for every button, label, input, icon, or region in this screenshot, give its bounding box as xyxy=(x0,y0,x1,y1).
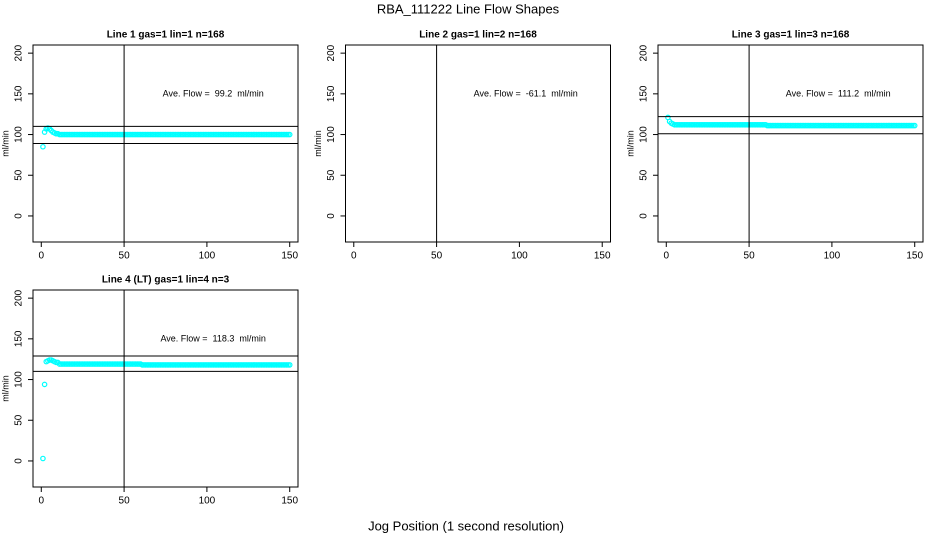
y-tick-label: 50 xyxy=(326,169,337,181)
y-axis-title: ml/min xyxy=(313,130,323,157)
annotation: Ave. Flow = 118.3 ml/min xyxy=(160,334,265,344)
x-tick-label: 0 xyxy=(351,251,357,262)
x-tick-label: 50 xyxy=(431,251,443,262)
data-point xyxy=(40,455,46,462)
plot-frame xyxy=(32,289,299,488)
y-tick-label: 50 xyxy=(639,169,650,181)
y-tick-label: 100 xyxy=(14,371,25,388)
x-tick-label: 50 xyxy=(119,496,131,507)
annotation: Ave. Flow = 111.2 ml/min xyxy=(786,89,891,99)
panel-title: Line 4 (LT) gas=1 lin=4 n=3 xyxy=(102,275,230,286)
figure-title: RBA_111222 Line Flow Shapes xyxy=(377,1,560,16)
y-tick-label: 150 xyxy=(639,85,650,102)
x-tick-label: 50 xyxy=(744,251,756,262)
panel-title: Line 3 gas=1 lin=3 n=168 xyxy=(732,30,850,41)
panel-title: Line 2 gas=1 lin=2 n=168 xyxy=(419,30,537,41)
y-tick-label: 50 xyxy=(14,169,25,181)
annotation: Ave. Flow = 99.2 ml/min xyxy=(163,89,264,99)
y-tick-label: 200 xyxy=(326,44,337,61)
x-tick-label: 100 xyxy=(199,496,216,507)
x-tick-label: 150 xyxy=(281,251,298,262)
y-tick-label: 0 xyxy=(326,213,337,219)
annotation: Ave. Flow = -61.1 ml/min xyxy=(474,89,578,99)
x-tick-label: 0 xyxy=(664,251,670,262)
x-tick-label: 100 xyxy=(824,251,841,262)
y-tick-label: 0 xyxy=(14,213,25,219)
plot-frame xyxy=(345,44,611,243)
y-axis-title: ml/min xyxy=(625,130,635,157)
y-tick-label: 200 xyxy=(14,289,25,306)
y-tick-label: 0 xyxy=(14,458,25,464)
y-tick-label: 100 xyxy=(326,126,337,143)
x-tick-label: 100 xyxy=(511,251,528,262)
x-tick-label: 0 xyxy=(39,251,45,262)
plot-frame xyxy=(657,44,924,243)
y-tick-label: 100 xyxy=(14,126,25,143)
data-point xyxy=(40,143,46,150)
data-point xyxy=(41,381,48,388)
x-tick-label: 150 xyxy=(281,496,298,507)
data-point xyxy=(286,362,293,368)
x-axis-title: Jog Position (1 second resolution) xyxy=(368,518,564,533)
y-tick-label: 200 xyxy=(14,44,25,61)
y-tick-label: 50 xyxy=(14,414,25,426)
x-tick-label: 150 xyxy=(594,251,611,262)
x-tick-label: 0 xyxy=(39,496,45,507)
y-tick-label: 100 xyxy=(639,126,650,143)
y-tick-label: 150 xyxy=(326,85,337,102)
y-axis-title: ml/min xyxy=(0,130,10,157)
x-tick-label: 100 xyxy=(199,251,216,262)
y-tick-label: 200 xyxy=(639,44,650,61)
data-point xyxy=(286,131,293,138)
y-tick-label: 150 xyxy=(14,330,25,347)
x-tick-label: 50 xyxy=(119,251,131,262)
panel-title: Line 1 gas=1 lin=1 n=168 xyxy=(107,30,225,41)
y-tick-label: 150 xyxy=(14,85,25,102)
x-tick-label: 150 xyxy=(906,251,923,262)
y-tick-label: 0 xyxy=(639,213,650,219)
data-point xyxy=(911,122,918,129)
y-axis-title: ml/min xyxy=(0,375,10,402)
